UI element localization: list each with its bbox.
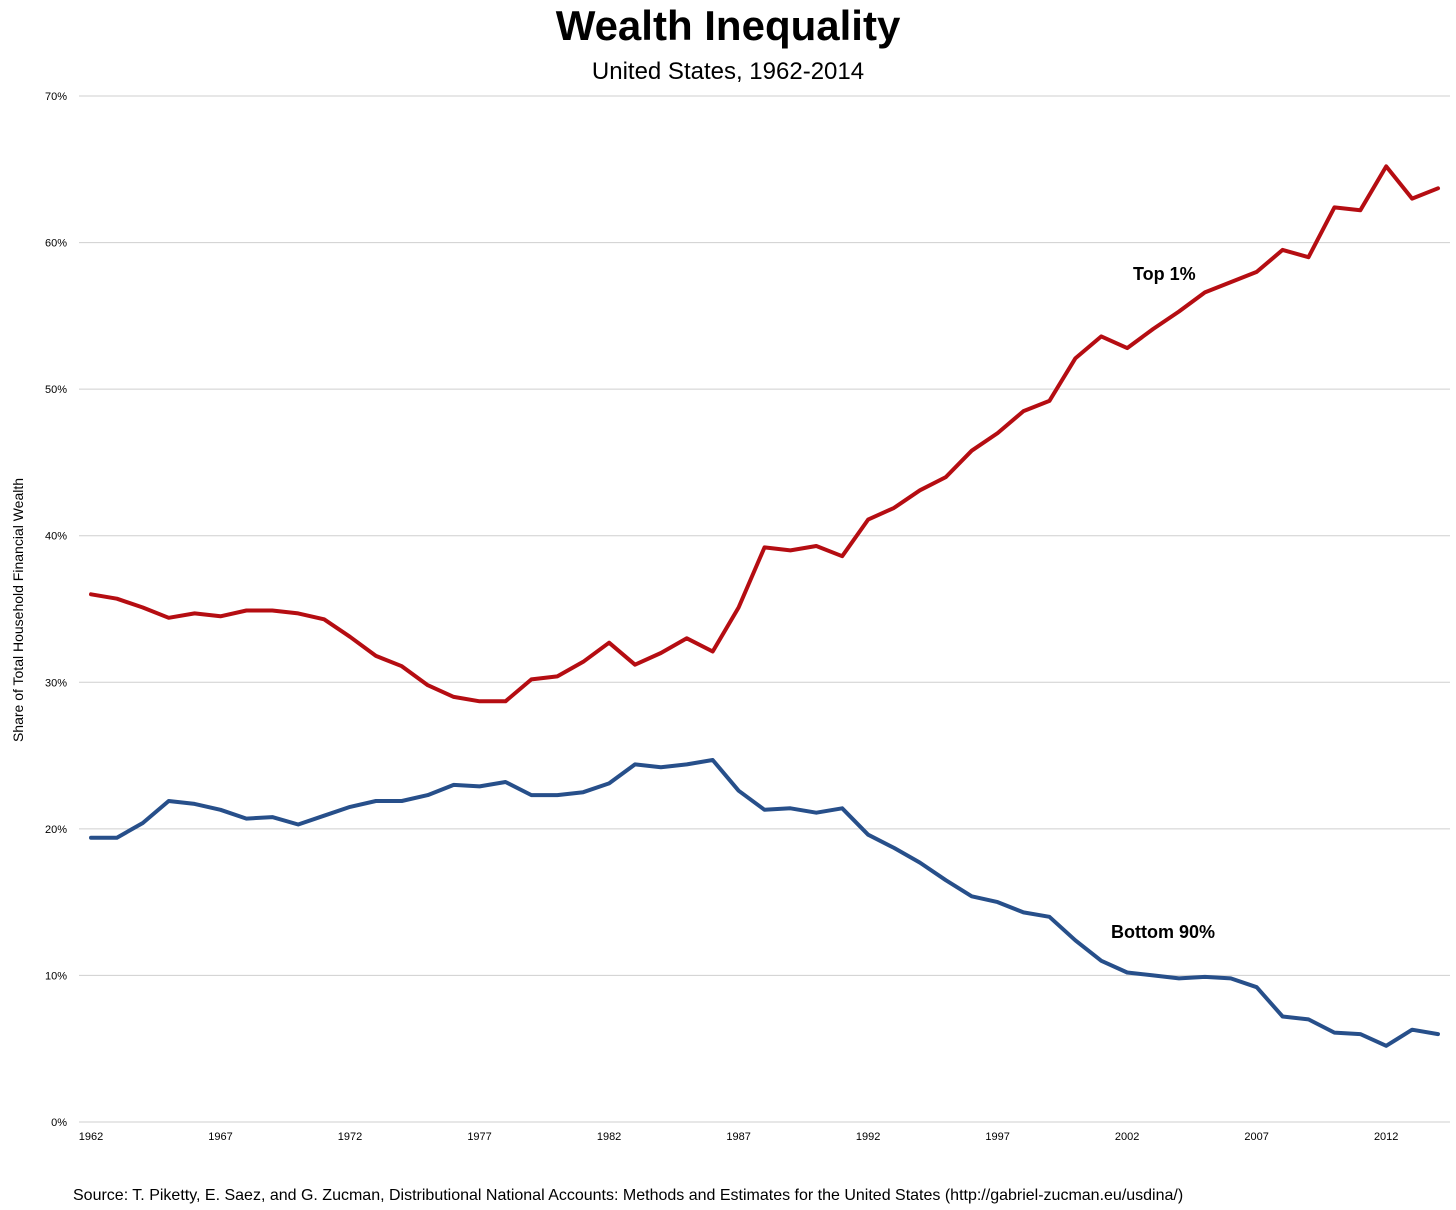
- x-tick-label: 1997: [985, 1131, 1009, 1143]
- x-tick-label: 1967: [208, 1131, 232, 1143]
- series-lines: [89, 164, 1440, 1048]
- x-tick-label: 2007: [1244, 1131, 1268, 1143]
- y-tick-label: 70%: [45, 91, 67, 103]
- y-tick-label: 40%: [45, 531, 67, 543]
- annotation-top-1: Top 1%: [1133, 264, 1196, 284]
- chart-subtitle: United States, 1962-2014: [591, 58, 865, 85]
- y-tick-label: 50%: [45, 384, 67, 396]
- x-tick-label: 2012: [1374, 1131, 1398, 1143]
- x-tick-label: 2002: [1115, 1131, 1139, 1143]
- x-tick-label: 1972: [338, 1131, 362, 1143]
- x-tick-label: 1992: [856, 1131, 880, 1143]
- gridlines: [79, 95, 1450, 1123]
- source-note: Source: T. Piketty, E. Saez, and G. Zucm…: [73, 1187, 1184, 1204]
- y-tick-label: 30%: [45, 677, 67, 689]
- series-annotations: Top 1% Bottom 90%: [1111, 264, 1215, 942]
- x-tick-label: 1982: [597, 1131, 621, 1143]
- y-tick-label: 60%: [45, 238, 67, 250]
- series-line-bottom-90: [89, 758, 1440, 1048]
- y-tick-label: 0%: [51, 1117, 67, 1129]
- x-tick-label: 1962: [79, 1131, 103, 1143]
- y-tick-label: 10%: [45, 970, 67, 982]
- annotation-bottom-90: Bottom 90%: [1111, 922, 1215, 942]
- x-tick-label: 1987: [726, 1131, 750, 1143]
- y-tick-label: 20%: [45, 824, 67, 836]
- x-tick-label: 1977: [467, 1131, 491, 1143]
- x-axis-ticks: 1962 1967 1972 1977 1982 1987 1992 1997 2002 2007…: [79, 1131, 1399, 1143]
- chart-title: Wealth Inequality: [555, 2, 901, 49]
- y-axis-ticks: 0% 10% 20% 30% 40% 50% 60% 70%: [45, 91, 67, 1129]
- series-line-top-1: [89, 164, 1440, 704]
